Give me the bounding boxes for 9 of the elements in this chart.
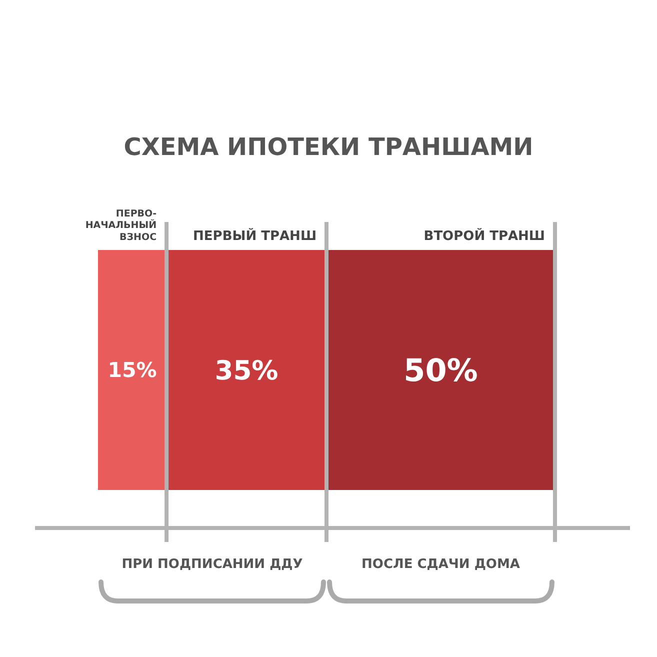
data-label: 35% xyxy=(214,355,278,386)
series-label: ПЕРВО-НАЧАЛЬНЫЙ ВЗНОС xyxy=(85,208,157,243)
data-label: 50% xyxy=(404,352,478,389)
chart-title: СХЕМА ИПОТЕКИ ТРАНШАМИ xyxy=(124,133,534,161)
series-label: ПЕРВЫЙ ТРАНШ xyxy=(193,227,316,244)
text: ПОСЛЕ СДАЧИ ДОМА xyxy=(362,557,520,572)
data-label: 15% xyxy=(108,358,157,382)
series-label: ВТОРОЙ ТРАНШ xyxy=(424,227,545,244)
text: ПРИ ПОДПИСАНИИ ДДУ xyxy=(122,557,303,572)
